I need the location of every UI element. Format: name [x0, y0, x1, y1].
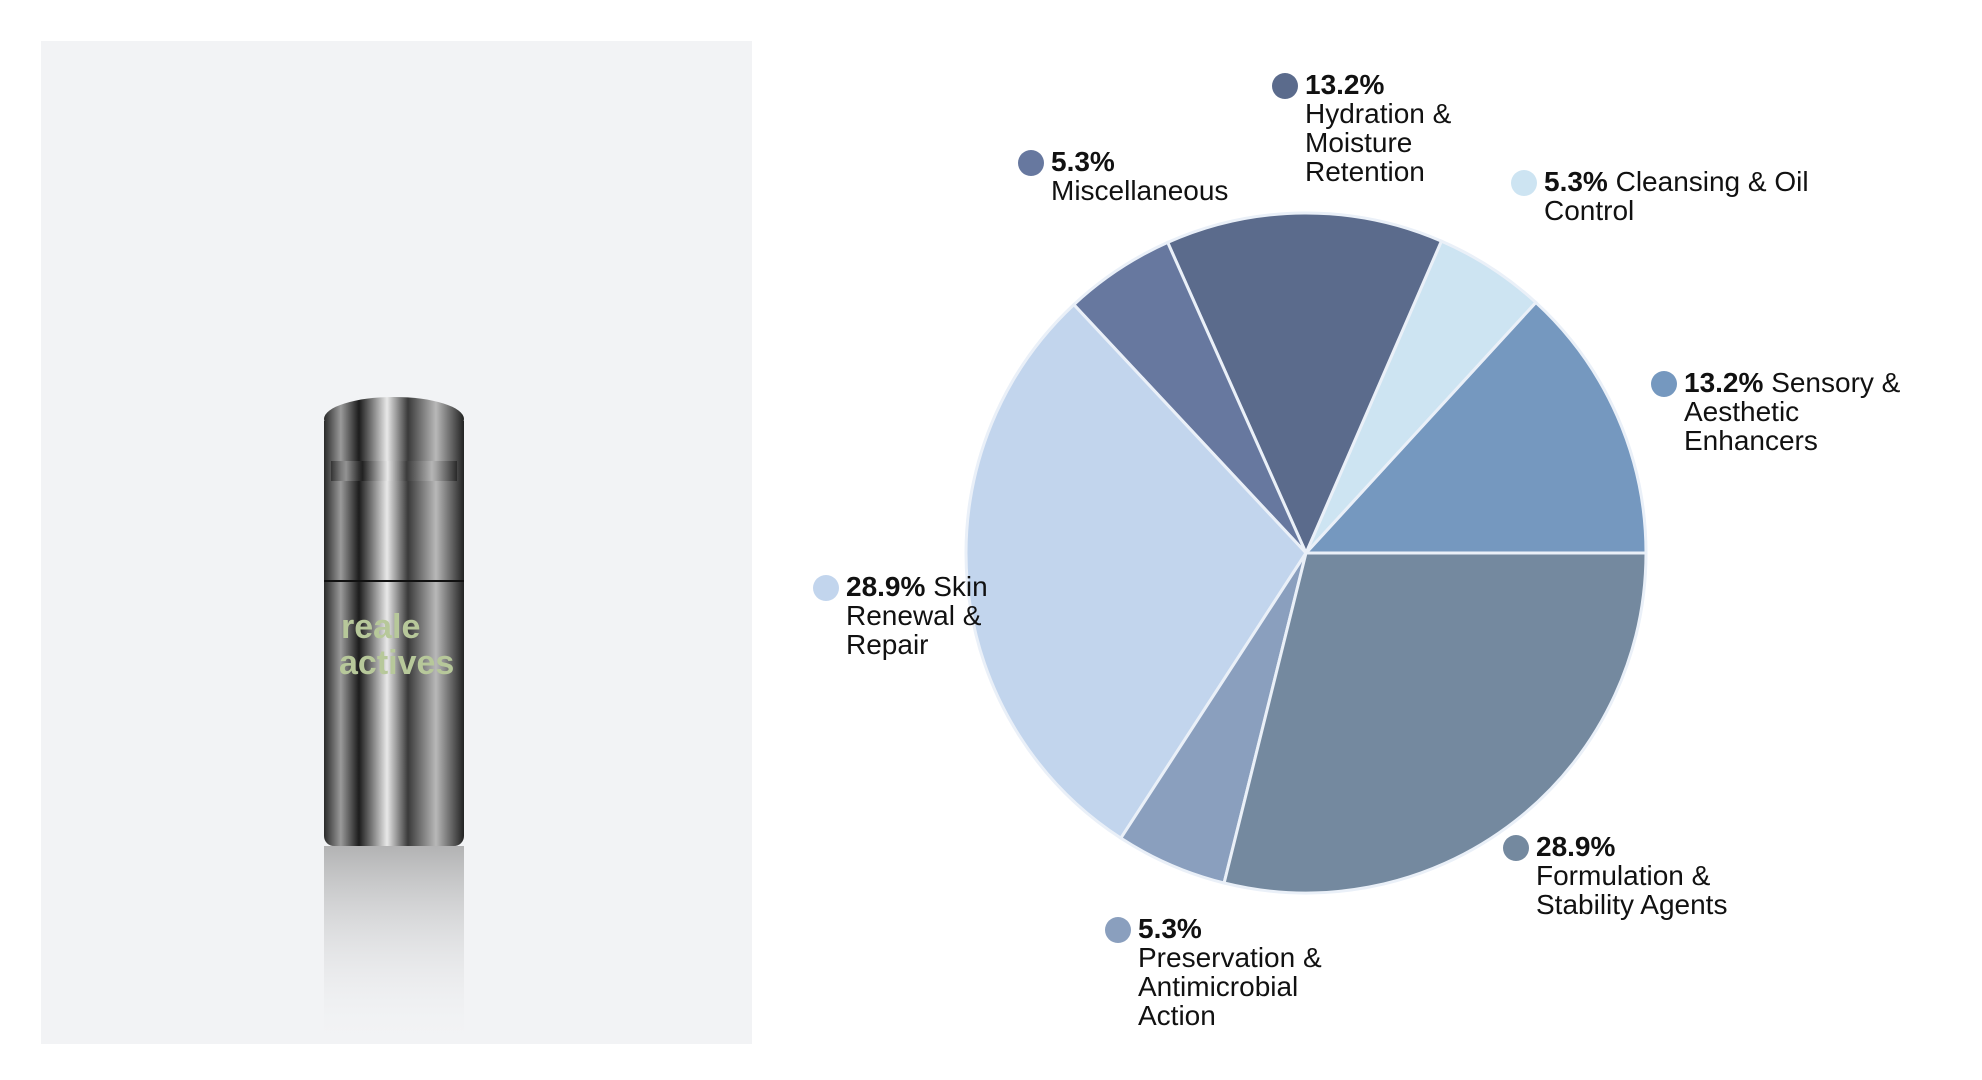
- value-label: 13.2%: [1305, 69, 1385, 100]
- pie-slice: [1165, 211, 1444, 557]
- value-label: 13.2%: [1684, 367, 1764, 398]
- category-label: Hydration & Moisture Retention: [1305, 98, 1452, 187]
- brand-text: reale: [341, 608, 420, 646]
- category-label: Preservation & Antimicrobial Action: [1138, 942, 1322, 1031]
- legend-dot: [1105, 917, 1131, 943]
- pie-slice: [1302, 300, 1648, 555]
- value-label: 28.9%: [846, 571, 926, 602]
- product-bottle: reale actives: [324, 397, 464, 1046]
- brand-text: actives: [339, 644, 454, 682]
- value-label: 5.3%: [1138, 913, 1202, 944]
- legend-dot: [1503, 835, 1529, 861]
- category-label: Cleansing & Oil Control: [1544, 166, 1809, 226]
- value-label: 28.9%: [1536, 831, 1616, 862]
- category-label: Miscellaneous: [1051, 175, 1229, 206]
- legend-dot: [1018, 150, 1044, 176]
- slice-label: 5.3% Miscellaneous: [1051, 147, 1271, 205]
- product-photo: reale actives: [41, 41, 752, 1046]
- slice-label: 13.2% Sensory & Aesthetic Enhancers: [1684, 368, 1934, 455]
- slice-label: 28.9% Skin Renewal & Repair: [846, 572, 1036, 659]
- pie-slice: [964, 302, 1308, 841]
- value-label: 5.3%: [1051, 146, 1115, 177]
- category-label: Formulation & Stability Agents: [1536, 860, 1728, 920]
- legend-dot: [1272, 73, 1298, 99]
- slice-label: 5.3% Preservation & Antimicrobial Action: [1138, 914, 1368, 1030]
- slice-label: 13.2% Hydration & Moisture Retention: [1305, 70, 1525, 186]
- slice-label: 28.9% Formulation & Stability Agents: [1536, 832, 1766, 919]
- category-label: Skin Renewal & Repair: [846, 571, 988, 660]
- pie-slice: [1222, 551, 1648, 895]
- category-label: Sensory & Aesthetic Enhancers: [1684, 367, 1901, 456]
- slice-label: 5.3% Cleansing & Oil Control: [1544, 167, 1824, 225]
- value-label: 5.3%: [1544, 166, 1608, 197]
- legend-dot: [813, 575, 839, 601]
- legend-dot: [1651, 371, 1677, 397]
- legend-dot: [1511, 170, 1537, 196]
